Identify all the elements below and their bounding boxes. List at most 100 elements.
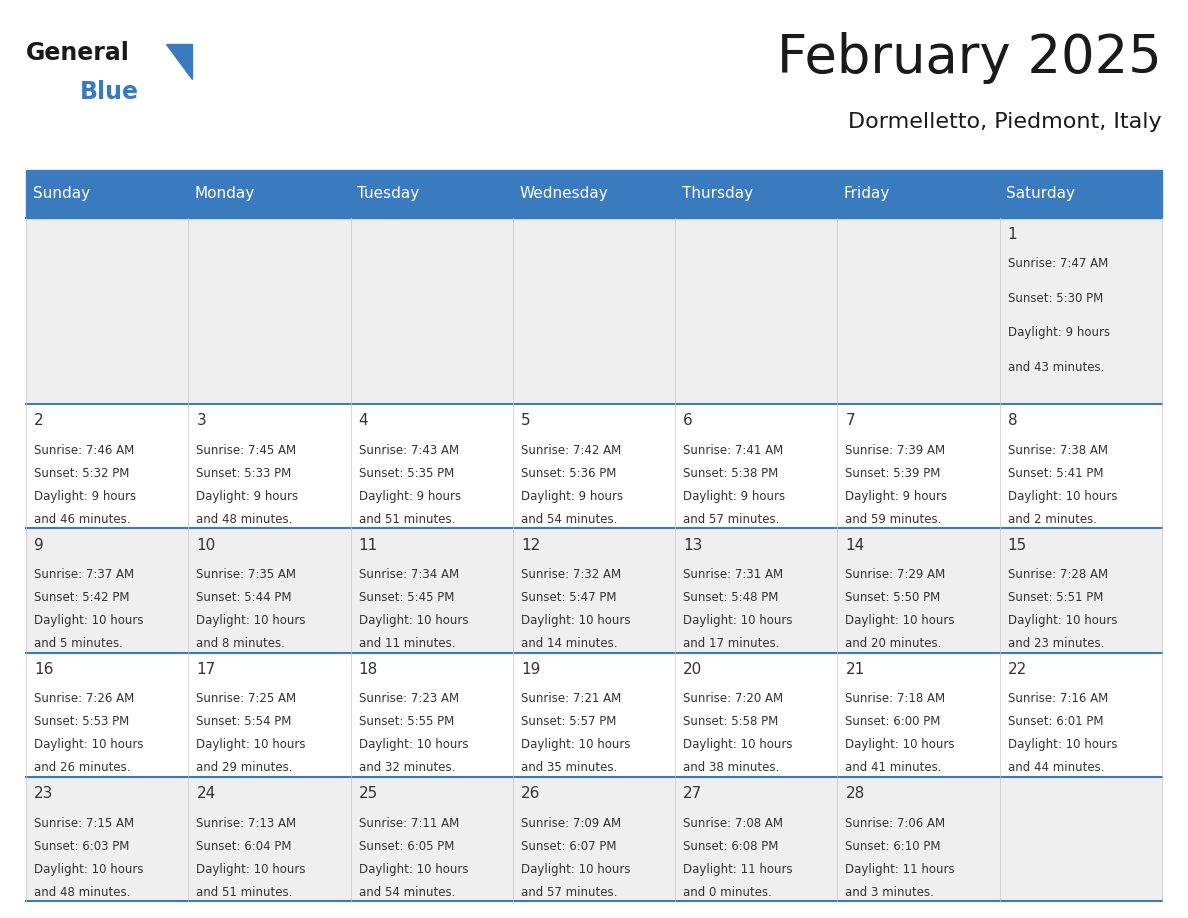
Text: 28: 28 [846, 787, 865, 801]
Text: 13: 13 [683, 538, 702, 553]
Text: Daylight: 10 hours: Daylight: 10 hours [196, 863, 307, 876]
Text: 16: 16 [34, 662, 53, 677]
Text: Daylight: 10 hours: Daylight: 10 hours [34, 738, 144, 751]
Text: 4: 4 [359, 413, 368, 429]
Text: and 46 minutes.: and 46 minutes. [34, 512, 131, 526]
Text: Daylight: 11 hours: Daylight: 11 hours [846, 863, 955, 876]
Text: 25: 25 [359, 787, 378, 801]
Text: and 23 minutes.: and 23 minutes. [1007, 637, 1104, 650]
Text: and 54 minutes.: and 54 minutes. [522, 512, 618, 526]
Text: Daylight: 10 hours: Daylight: 10 hours [34, 863, 144, 876]
Text: Daylight: 10 hours: Daylight: 10 hours [1007, 489, 1117, 502]
Text: Sunset: 6:01 PM: Sunset: 6:01 PM [1007, 715, 1104, 728]
Text: Sunset: 6:03 PM: Sunset: 6:03 PM [34, 840, 129, 853]
Text: Daylight: 9 hours: Daylight: 9 hours [683, 489, 785, 502]
Text: Sunrise: 7:38 AM: Sunrise: 7:38 AM [1007, 443, 1107, 456]
Text: Daylight: 11 hours: Daylight: 11 hours [683, 863, 792, 876]
Text: 21: 21 [846, 662, 865, 677]
Text: Sunset: 5:41 PM: Sunset: 5:41 PM [1007, 466, 1104, 479]
Text: Sunrise: 7:43 AM: Sunrise: 7:43 AM [359, 443, 459, 456]
Text: 12: 12 [522, 538, 541, 553]
Text: Wednesday: Wednesday [519, 186, 608, 201]
Text: and 38 minutes.: and 38 minutes. [683, 761, 779, 774]
Text: Daylight: 10 hours: Daylight: 10 hours [359, 863, 468, 876]
Text: Sunset: 5:32 PM: Sunset: 5:32 PM [34, 466, 129, 479]
Text: Sunset: 5:47 PM: Sunset: 5:47 PM [522, 591, 617, 604]
Text: Dormelletto, Piedmont, Italy: Dormelletto, Piedmont, Italy [848, 112, 1162, 132]
Text: Sunset: 6:00 PM: Sunset: 6:00 PM [846, 715, 941, 728]
Text: Sunset: 5:48 PM: Sunset: 5:48 PM [683, 591, 778, 604]
Text: February 2025: February 2025 [777, 32, 1162, 84]
Text: Sunrise: 7:35 AM: Sunrise: 7:35 AM [196, 568, 297, 581]
Text: 11: 11 [359, 538, 378, 553]
Text: 9: 9 [34, 538, 44, 553]
Text: Sunset: 5:51 PM: Sunset: 5:51 PM [1007, 591, 1104, 604]
Text: Sunday: Sunday [32, 186, 90, 201]
Text: and 43 minutes.: and 43 minutes. [1007, 361, 1104, 374]
Text: and 14 minutes.: and 14 minutes. [522, 637, 618, 650]
Text: Sunset: 6:08 PM: Sunset: 6:08 PM [683, 840, 778, 853]
Text: Sunrise: 7:25 AM: Sunrise: 7:25 AM [196, 692, 297, 705]
Text: Sunset: 5:58 PM: Sunset: 5:58 PM [683, 715, 778, 728]
Text: 7: 7 [846, 413, 855, 429]
Text: and 20 minutes.: and 20 minutes. [846, 637, 942, 650]
Text: Sunrise: 7:42 AM: Sunrise: 7:42 AM [522, 443, 621, 456]
Text: Daylight: 10 hours: Daylight: 10 hours [359, 738, 468, 751]
Text: and 17 minutes.: and 17 minutes. [683, 637, 779, 650]
Text: Saturday: Saturday [1006, 186, 1075, 201]
Text: 17: 17 [196, 662, 216, 677]
Bar [26, 653, 1162, 778]
Text: and 44 minutes.: and 44 minutes. [1007, 761, 1104, 774]
Text: Sunrise: 7:20 AM: Sunrise: 7:20 AM [683, 692, 783, 705]
Text: Sunset: 6:07 PM: Sunset: 6:07 PM [522, 840, 617, 853]
Text: and 2 minutes.: and 2 minutes. [1007, 512, 1097, 526]
Text: and 59 minutes.: and 59 minutes. [846, 512, 942, 526]
Text: Daylight: 10 hours: Daylight: 10 hours [522, 614, 631, 627]
Text: Sunrise: 7:13 AM: Sunrise: 7:13 AM [196, 817, 297, 830]
Text: Sunrise: 7:32 AM: Sunrise: 7:32 AM [522, 568, 621, 581]
Text: Daylight: 10 hours: Daylight: 10 hours [846, 738, 955, 751]
Text: Thursday: Thursday [682, 186, 753, 201]
Text: and 57 minutes.: and 57 minutes. [522, 886, 618, 899]
Text: and 26 minutes.: and 26 minutes. [34, 761, 131, 774]
Text: Friday: Friday [843, 186, 890, 201]
Text: Daylight: 9 hours: Daylight: 9 hours [34, 489, 137, 502]
Bar [26, 218, 1162, 404]
Text: Sunrise: 7:09 AM: Sunrise: 7:09 AM [522, 817, 621, 830]
Text: Daylight: 10 hours: Daylight: 10 hours [196, 738, 307, 751]
Text: Sunrise: 7:29 AM: Sunrise: 7:29 AM [846, 568, 946, 581]
Text: Sunset: 5:57 PM: Sunset: 5:57 PM [522, 715, 617, 728]
Text: Sunset: 5:30 PM: Sunset: 5:30 PM [1007, 292, 1102, 305]
Text: and 48 minutes.: and 48 minutes. [196, 512, 293, 526]
Text: Sunrise: 7:46 AM: Sunrise: 7:46 AM [34, 443, 134, 456]
Text: and 54 minutes.: and 54 minutes. [359, 886, 455, 899]
Text: Sunset: 5:54 PM: Sunset: 5:54 PM [196, 715, 292, 728]
Text: Sunset: 5:44 PM: Sunset: 5:44 PM [196, 591, 292, 604]
Text: Sunset: 5:45 PM: Sunset: 5:45 PM [359, 591, 454, 604]
Text: and 0 minutes.: and 0 minutes. [683, 886, 772, 899]
Text: Daylight: 10 hours: Daylight: 10 hours [846, 614, 955, 627]
Text: Sunset: 5:50 PM: Sunset: 5:50 PM [846, 591, 941, 604]
Text: 2: 2 [34, 413, 44, 429]
Text: Sunset: 5:38 PM: Sunset: 5:38 PM [683, 466, 778, 479]
Text: 26: 26 [522, 787, 541, 801]
Text: Daylight: 10 hours: Daylight: 10 hours [522, 738, 631, 751]
Text: Sunrise: 7:11 AM: Sunrise: 7:11 AM [359, 817, 459, 830]
Text: and 57 minutes.: and 57 minutes. [683, 512, 779, 526]
Text: and 48 minutes.: and 48 minutes. [34, 886, 131, 899]
Text: Sunset: 5:33 PM: Sunset: 5:33 PM [196, 466, 292, 479]
Text: 8: 8 [1007, 413, 1017, 429]
Text: and 3 minutes.: and 3 minutes. [846, 886, 934, 899]
Text: Sunrise: 7:31 AM: Sunrise: 7:31 AM [683, 568, 783, 581]
Text: Daylight: 10 hours: Daylight: 10 hours [1007, 614, 1117, 627]
Text: Daylight: 9 hours: Daylight: 9 hours [1007, 326, 1110, 339]
Text: Daylight: 10 hours: Daylight: 10 hours [522, 863, 631, 876]
Text: Sunset: 5:35 PM: Sunset: 5:35 PM [359, 466, 454, 479]
Text: Sunset: 6:05 PM: Sunset: 6:05 PM [359, 840, 454, 853]
Text: Daylight: 10 hours: Daylight: 10 hours [1007, 738, 1117, 751]
Polygon shape [166, 44, 192, 79]
Text: 15: 15 [1007, 538, 1026, 553]
Text: Monday: Monday [195, 186, 255, 201]
Text: 24: 24 [196, 787, 216, 801]
Text: Daylight: 10 hours: Daylight: 10 hours [683, 738, 792, 751]
